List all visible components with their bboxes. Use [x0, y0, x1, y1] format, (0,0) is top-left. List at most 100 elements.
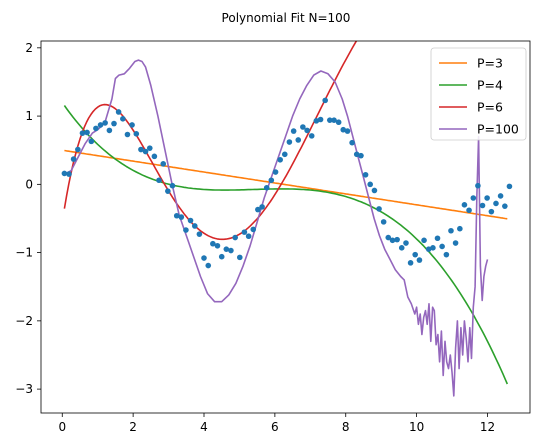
data-point [151, 153, 158, 160]
data-point [277, 156, 283, 163]
chart-title: Polynomial Fit N=100 [222, 11, 351, 25]
data-point [160, 161, 167, 167]
data-point [313, 118, 320, 124]
data-point [218, 253, 225, 260]
x-tick-label: 10 [409, 420, 424, 434]
data-point [497, 193, 504, 199]
data-point [448, 227, 454, 234]
data-point [412, 251, 418, 258]
data-point [138, 146, 144, 153]
series-lines [63, 41, 509, 397]
data-point [389, 237, 396, 244]
data-point [84, 129, 90, 136]
data-point [263, 184, 270, 191]
data-point [61, 170, 68, 177]
x-tick-label: 6 [271, 420, 279, 434]
legend-box [430, 47, 527, 141]
data-point [124, 131, 131, 138]
y-tick-label: 2 [25, 41, 33, 55]
data-point [111, 120, 117, 127]
data-point [425, 246, 432, 252]
data-point [201, 255, 207, 261]
data-point [88, 138, 95, 145]
data-point [210, 240, 216, 247]
legend-label: P=4 [477, 78, 503, 93]
data-point [371, 187, 378, 194]
data-point [308, 133, 315, 139]
data-point [300, 124, 306, 130]
data-point [385, 234, 392, 241]
scatter-points [61, 97, 513, 269]
data-point [156, 177, 162, 184]
y-tick-label: −1 [15, 246, 33, 260]
data-point [376, 206, 382, 212]
data-point [93, 125, 99, 132]
series-line-p4 [63, 105, 509, 385]
data-point [281, 151, 288, 158]
data-point [205, 262, 212, 269]
data-point [268, 177, 275, 184]
data-point [470, 195, 477, 201]
data-point [434, 235, 441, 242]
data-point [457, 225, 463, 232]
data-point [232, 234, 238, 241]
data-point [142, 148, 149, 155]
data-point [493, 200, 499, 207]
data-point [340, 126, 347, 133]
data-point [461, 202, 468, 208]
data-point [178, 214, 185, 220]
data-point [79, 130, 86, 136]
series-line-p3 [64, 149, 508, 220]
data-point [115, 109, 122, 115]
data-point [349, 139, 355, 146]
data-point [196, 231, 203, 237]
data-point [75, 146, 81, 153]
legend-label: P=6 [477, 100, 503, 115]
data-point [317, 116, 324, 123]
data-point [439, 243, 445, 250]
data-point [228, 247, 234, 254]
data-point [335, 119, 342, 126]
data-point [362, 171, 369, 178]
x-axis: 0 2 4 6 8 10 12 [58, 413, 495, 434]
data-point [475, 182, 481, 189]
y-tick-label: −3 [15, 382, 33, 396]
data-point [286, 139, 293, 145]
y-tick-label: 0 [25, 177, 33, 191]
data-point [165, 188, 171, 194]
x-tick-label: 2 [129, 420, 137, 434]
data-point [506, 183, 513, 190]
data-point [416, 257, 423, 263]
legend: P=3 P=4 P=6 P=100 [430, 47, 527, 141]
data-point [358, 152, 364, 159]
data-point [380, 219, 387, 225]
data-point [452, 240, 459, 246]
x-tick-label: 4 [200, 420, 208, 434]
y-tick-label: −2 [15, 314, 33, 328]
data-point [250, 226, 257, 233]
y-axis: −3 −2 −1 0 1 2 [15, 41, 41, 396]
data-point [479, 202, 486, 209]
data-point [322, 97, 328, 104]
data-point [183, 227, 189, 233]
data-point [245, 233, 252, 240]
data-point [344, 128, 351, 134]
data-point [191, 223, 198, 229]
data-point [326, 117, 333, 123]
data-point [187, 217, 194, 224]
data-point [129, 122, 135, 128]
data-point [146, 145, 153, 151]
data-point [214, 242, 221, 249]
data-point [367, 181, 373, 188]
data-point [443, 251, 450, 258]
x-tick-label: 12 [480, 420, 495, 434]
data-point [394, 236, 400, 243]
data-point [102, 120, 108, 126]
series-line-p6 [63, 41, 358, 241]
data-point [241, 229, 248, 235]
legend-label: P=3 [477, 56, 503, 71]
data-point [120, 116, 126, 122]
data-point [290, 128, 297, 134]
y-tick-label: 1 [25, 109, 33, 123]
